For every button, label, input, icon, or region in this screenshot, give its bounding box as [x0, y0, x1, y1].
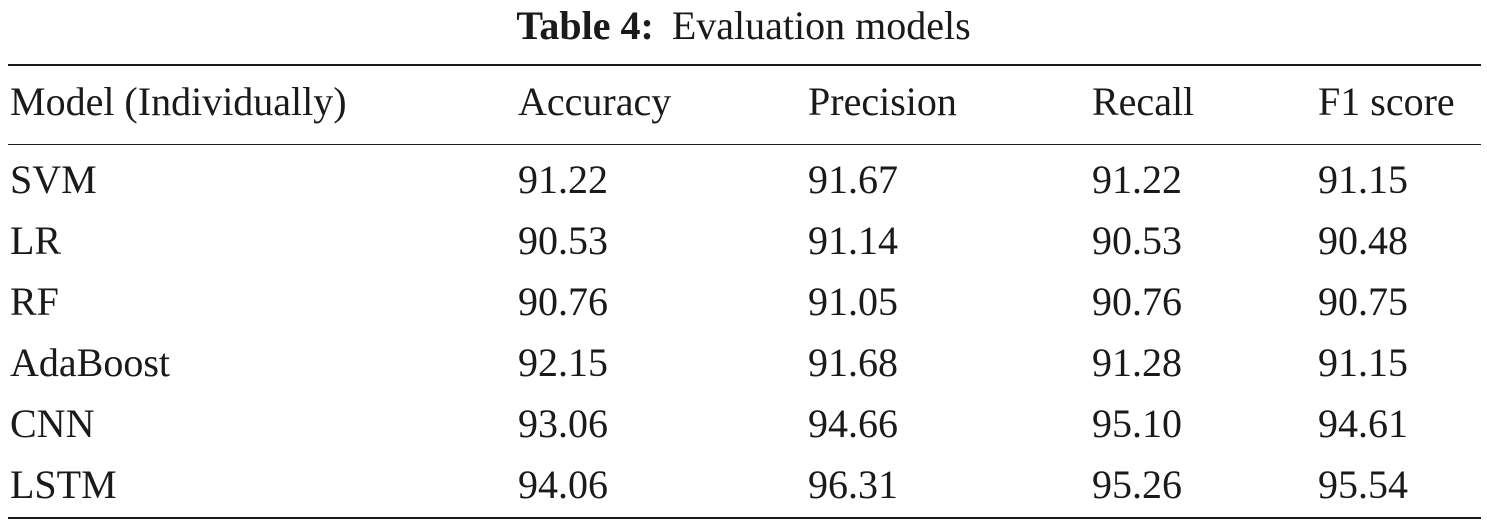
table-caption: Table 4: Evaluation models	[0, 0, 1487, 58]
f1-score-value: 90.48	[1318, 218, 1408, 263]
table-row: LSTM 94.06 96.31 95.26 95.54	[0, 455, 1487, 515]
precision-value: 91.14	[808, 218, 898, 263]
precision-value: 91.68	[808, 340, 898, 385]
table-row: RF 90.76 91.05 90.76 90.75	[0, 272, 1487, 332]
table-caption-label: Table 4:	[516, 3, 654, 48]
table-bottom-rule	[8, 517, 1481, 519]
f1-score-value: 91.15	[1318, 157, 1408, 202]
precision-value: 94.66	[808, 401, 898, 446]
table-row: CNN 93.06 94.66 95.10 94.61	[0, 394, 1487, 454]
recall-value: 90.53	[1092, 218, 1182, 263]
table-header-row: Model (Individually) Accuracy Precision …	[0, 72, 1487, 132]
f1-score-value: 94.61	[1318, 401, 1408, 446]
model-name: CNN	[10, 401, 95, 446]
recall-value: 91.28	[1092, 340, 1182, 385]
header-accuracy: Accuracy	[518, 79, 672, 124]
accuracy-value: 90.76	[518, 279, 608, 324]
header-model: Model (Individually)	[10, 79, 347, 124]
accuracy-value: 92.15	[518, 340, 608, 385]
table-row: SVM 91.22 91.67 91.22 91.15	[0, 150, 1487, 210]
recall-value: 95.26	[1092, 462, 1182, 507]
precision-value: 96.31	[808, 462, 898, 507]
accuracy-value: 90.53	[518, 218, 608, 263]
precision-value: 91.05	[808, 279, 898, 324]
f1-score-value: 90.75	[1318, 279, 1408, 324]
model-name: LR	[10, 218, 62, 263]
header-f1-score: F1 score	[1318, 79, 1455, 124]
accuracy-value: 93.06	[518, 401, 608, 446]
f1-score-value: 95.54	[1318, 462, 1408, 507]
header-recall: Recall	[1092, 79, 1195, 124]
recall-value: 91.22	[1092, 157, 1182, 202]
model-name: AdaBoost	[10, 340, 170, 385]
model-name: LSTM	[10, 462, 117, 507]
table-header-rule	[8, 144, 1481, 145]
model-name: SVM	[10, 157, 97, 202]
recall-value: 95.10	[1092, 401, 1182, 446]
f1-score-value: 91.15	[1318, 340, 1408, 385]
table-caption-text: Evaluation models	[671, 3, 971, 48]
recall-value: 90.76	[1092, 279, 1182, 324]
table-top-rule	[8, 64, 1481, 66]
model-name: RF	[10, 279, 59, 324]
accuracy-value: 91.22	[518, 157, 608, 202]
accuracy-value: 94.06	[518, 462, 608, 507]
precision-value: 91.67	[808, 157, 898, 202]
table-row: AdaBoost 92.15 91.68 91.28 91.15	[0, 333, 1487, 393]
header-precision: Precision	[808, 79, 957, 124]
table-row: LR 90.53 91.14 90.53 90.48	[0, 211, 1487, 271]
